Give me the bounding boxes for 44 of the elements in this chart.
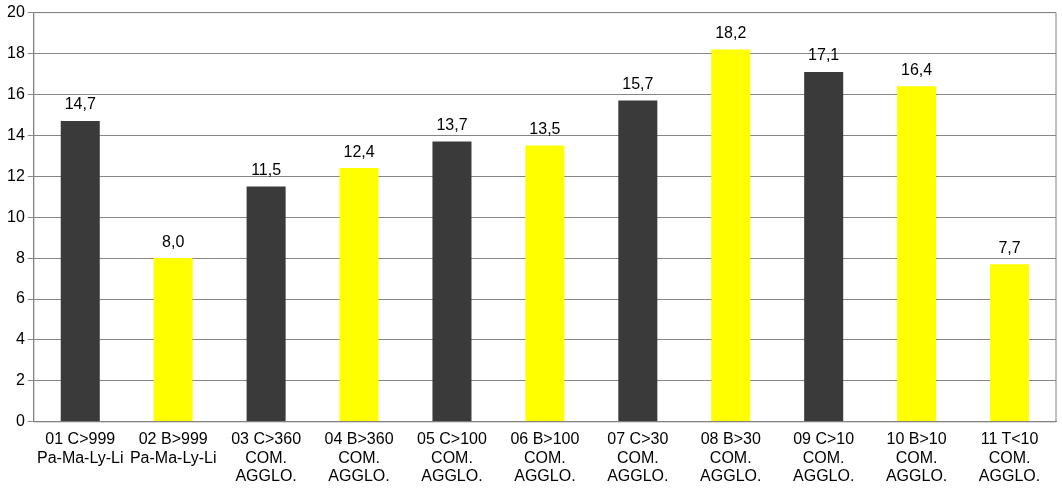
bar [804,71,844,422]
x-tick-label: 05 C>100 COM. AGGLO. [417,430,487,485]
bar [153,258,193,422]
data-label: 11,5 [251,160,282,178]
bar [60,121,100,422]
data-label: 13,7 [436,115,468,133]
y-tick-label: 14 [7,125,25,143]
bar [525,145,565,422]
x-tick-label: 09 C>10 COM. AGGLO. [793,430,855,485]
bar [246,186,286,422]
x-tick-label: 10 B>10 COM. AGGLO. [885,430,948,485]
y-tick-label: 16 [7,84,25,102]
x-tick-label: 03 C>360 COM. AGGLO. [231,430,302,485]
x-tick-label: 02 B>999 Pa-Ma-Ly-Li [129,430,217,466]
bar [990,264,1030,422]
x-tick-label: 06 B>100 COM. AGGLO. [510,430,580,485]
x-tick-label: 08 B>30 COM. AGGLO. [700,430,762,485]
x-tick-label: 07 C>30 COM. AGGLO. [607,430,669,485]
data-label: 18,2 [715,23,747,41]
y-tick-label: 10 [7,207,25,225]
y-tick-label: 2 [15,371,25,389]
bar [618,100,658,422]
y-tick-label: 4 [15,330,25,348]
data-label: 12,4 [343,142,375,160]
y-tick-label: 0 [15,412,25,430]
data-label: 15,7 [622,74,654,92]
y-tick-label: 8 [15,248,25,266]
x-tick-label: 01 C>999 Pa-Ma-Ly-Li [36,430,124,466]
bar [711,49,751,422]
bar [897,86,937,422]
x-tick-label: 04 B>360 COM. AGGLO. [324,430,394,485]
x-tick-label: 11 T<10 COM. AGGLO. [978,430,1041,485]
data-label: 7,7 [998,238,1021,256]
data-label: 8,0 [162,232,185,250]
y-tick-label: 6 [15,289,25,307]
data-label: 17,1 [808,46,840,64]
bar [339,168,379,422]
data-label: 13,5 [529,120,561,137]
y-tick-label: 20 [7,3,25,21]
y-tick-label: 18 [7,43,25,61]
data-label: 14,7 [64,95,96,113]
bar [432,141,472,422]
y-tick-label: 12 [7,166,25,184]
data-label: 16,4 [901,60,933,78]
